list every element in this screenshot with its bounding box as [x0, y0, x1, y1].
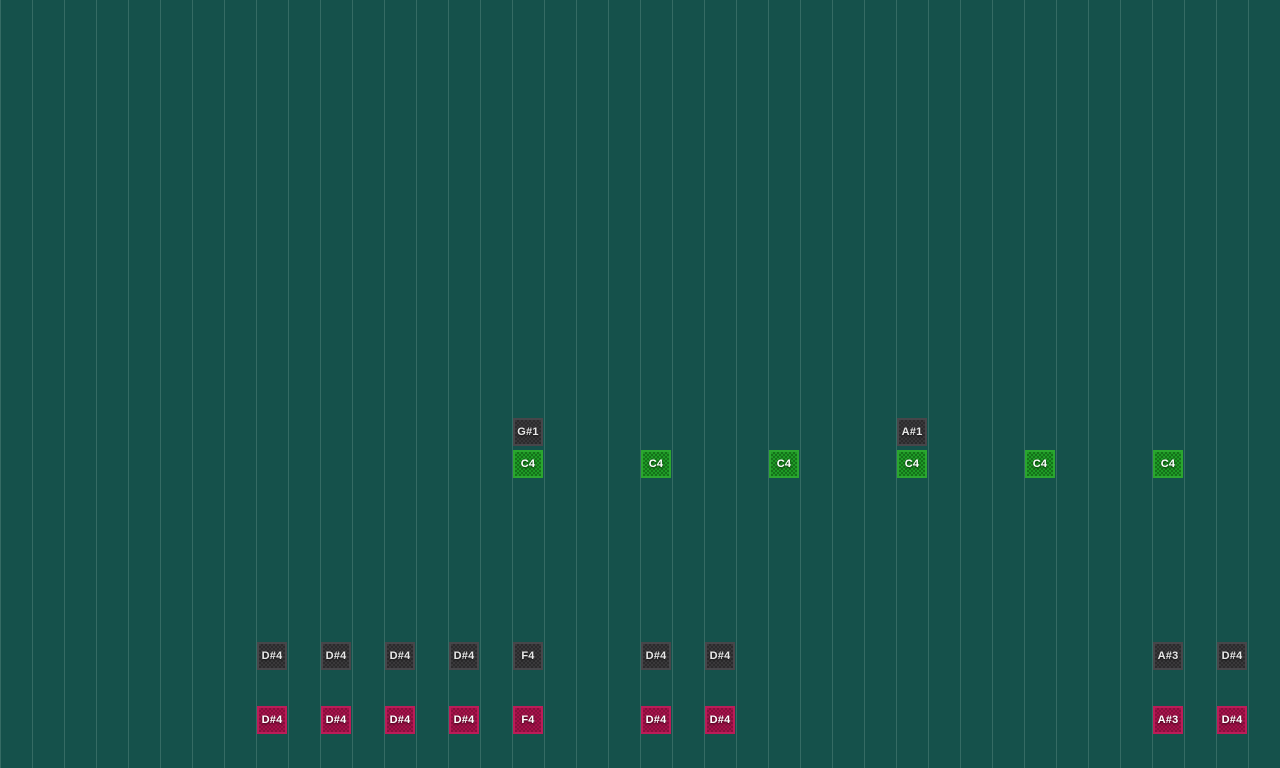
note-label: G#1 [517, 425, 539, 438]
note-block-crimson[interactable]: D#4 [257, 706, 287, 734]
note-label: A#1 [901, 425, 923, 438]
note-block-crimson[interactable]: D#4 [705, 706, 735, 734]
note-label: A#3 [1157, 713, 1179, 726]
note-label: D#4 [1221, 713, 1243, 726]
note-block-green[interactable]: C4 [769, 450, 799, 478]
note-label: D#4 [645, 649, 667, 662]
note-block-gray[interactable]: D#4 [1217, 642, 1247, 670]
note-block-crimson[interactable]: D#4 [449, 706, 479, 734]
note-block-crimson[interactable]: F4 [513, 706, 543, 734]
note-label: D#4 [453, 713, 475, 726]
note-label: F4 [521, 649, 535, 662]
note-label: D#4 [709, 649, 731, 662]
note-block-gray[interactable]: D#4 [321, 642, 351, 670]
note-label: D#4 [261, 713, 283, 726]
note-block-crimson[interactable]: A#3 [1153, 706, 1183, 734]
note-block-gray[interactable]: D#4 [257, 642, 287, 670]
note-label: C4 [648, 457, 664, 470]
note-label: D#4 [389, 649, 411, 662]
note-label: C4 [904, 457, 920, 470]
note-block-crimson[interactable]: D#4 [1217, 706, 1247, 734]
note-label: D#4 [325, 649, 347, 662]
note-block-crimson[interactable]: D#4 [641, 706, 671, 734]
note-block-gray[interactable]: G#1 [513, 418, 543, 446]
note-block-gray[interactable]: D#4 [385, 642, 415, 670]
note-block-gray[interactable]: A#3 [1153, 642, 1183, 670]
note-label: D#4 [453, 649, 475, 662]
note-block-green[interactable]: C4 [513, 450, 543, 478]
note-label: C4 [520, 457, 536, 470]
note-block-gray[interactable]: D#4 [641, 642, 671, 670]
note-block-crimson[interactable]: D#4 [321, 706, 351, 734]
note-block-green[interactable]: C4 [1025, 450, 1055, 478]
note-block-green[interactable]: C4 [1153, 450, 1183, 478]
note-label: D#4 [261, 649, 283, 662]
note-block-crimson[interactable]: D#4 [385, 706, 415, 734]
note-block-green[interactable]: C4 [641, 450, 671, 478]
note-label: C4 [1032, 457, 1048, 470]
note-label: D#4 [325, 713, 347, 726]
note-label: F4 [521, 713, 535, 726]
note-label: C4 [1160, 457, 1176, 470]
note-block-gray[interactable]: A#1 [897, 418, 927, 446]
note-block-gray[interactable]: F4 [513, 642, 543, 670]
note-label: D#4 [645, 713, 667, 726]
note-label: D#4 [1221, 649, 1243, 662]
note-block-green[interactable]: C4 [897, 450, 927, 478]
note-label: D#4 [709, 713, 731, 726]
note-label: D#4 [389, 713, 411, 726]
note-label: A#3 [1157, 649, 1179, 662]
note-block-gray[interactable]: D#4 [449, 642, 479, 670]
note-label: C4 [776, 457, 792, 470]
note-block-gray[interactable]: D#4 [705, 642, 735, 670]
